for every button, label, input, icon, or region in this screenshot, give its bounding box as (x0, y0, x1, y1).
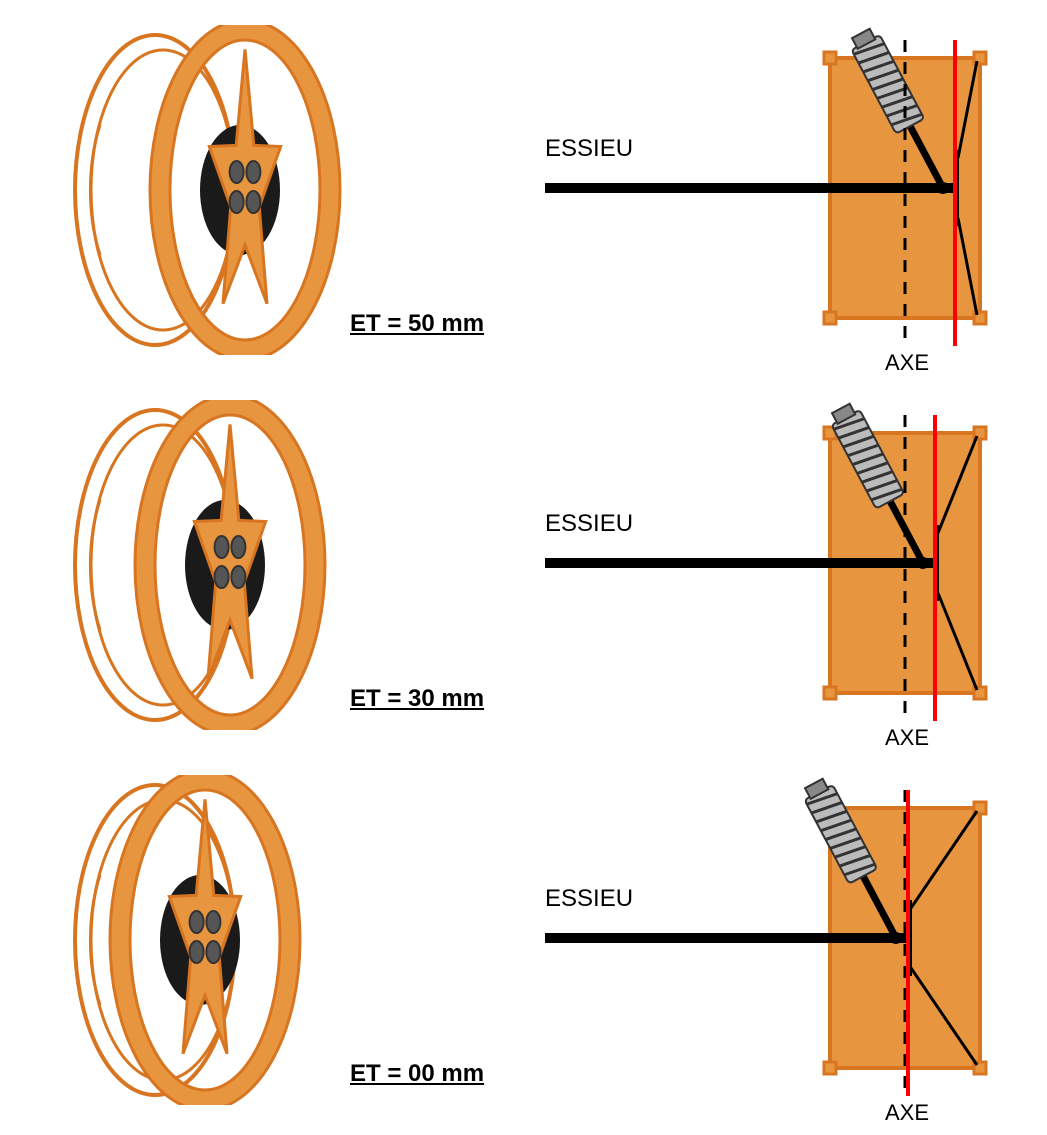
axe-label: AXE (885, 350, 929, 376)
diagram-row-0: ET = 50 mmESSIEUAXE (0, 20, 1047, 380)
diagram-row-1: ET = 30 mmESSIEUAXE (0, 395, 1047, 755)
wheel-perspective (45, 775, 345, 1110)
wheel-cross-section (545, 20, 1025, 385)
axe-label: AXE (885, 725, 929, 751)
wheel-cross-section (545, 395, 1025, 760)
et-value-label: ET = 50 mm (350, 310, 484, 338)
wheel-perspective (45, 25, 345, 360)
diagram-row-2: ET = 00 mmESSIEUAXE (0, 770, 1047, 1130)
et-value-label: ET = 00 mm (350, 1060, 484, 1088)
et-value-label: ET = 30 mm (350, 685, 484, 713)
wheel-cross-section (545, 770, 1025, 1135)
wheel-perspective (45, 400, 345, 735)
axe-label: AXE (885, 1100, 929, 1126)
